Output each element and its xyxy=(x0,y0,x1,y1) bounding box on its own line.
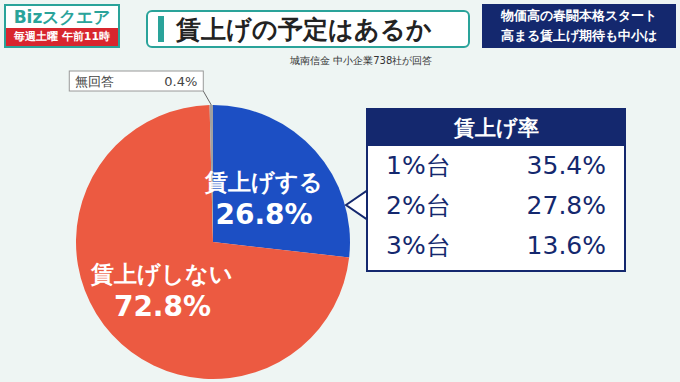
svg-text:無回答: 無回答 xyxy=(75,74,114,89)
html-text:35.4%: 35.4% xyxy=(526,151,606,180)
html-text:城南信金 中小企業738社が回答: 城南信金 中小企業738社が回答 xyxy=(290,55,433,66)
html-text:毎週土曜 午前11時: 毎週土曜 午前11時 xyxy=(13,30,111,43)
html-text:1%台: 1%台 xyxy=(386,151,451,180)
svg-text:72.8%: 72.8% xyxy=(114,290,211,323)
html-text:高まる賃上げ期待も中小は: 高まる賃上げ期待も中小は xyxy=(501,28,657,43)
svg-text:26.8%: 26.8% xyxy=(216,198,313,231)
svg-text:賃上げしない: 賃上げしない xyxy=(90,261,233,287)
html-text:賃上げの予定はあるか: 賃上げの予定はあるか xyxy=(176,14,432,44)
html-text:2%台: 2%台 xyxy=(386,191,451,220)
html-text:3%台: 3%台 xyxy=(386,231,451,260)
html-text:27.8%: 27.8% xyxy=(526,191,606,220)
html-text:13.6%: 13.6% xyxy=(526,231,606,260)
html-text:物価高の春闘本格スタート: 物価高の春闘本格スタート xyxy=(501,8,657,23)
html-text:賃上げ率: 賃上げ率 xyxy=(453,116,539,140)
svg-text:0.4%: 0.4% xyxy=(164,74,197,89)
html-text:Bizスクエア: Bizスクエア xyxy=(13,7,111,27)
svg-text:賃上げする: 賃上げする xyxy=(204,169,323,195)
